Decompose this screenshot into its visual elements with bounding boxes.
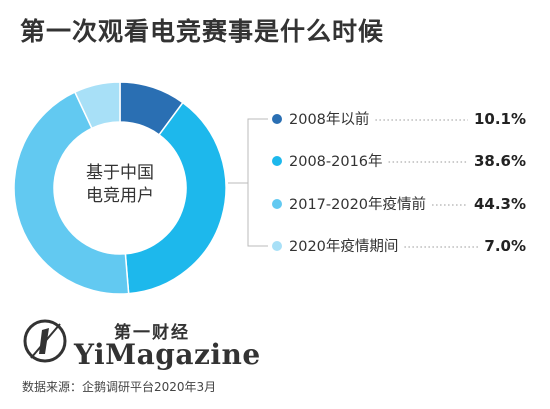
brand-logo: 第一财经 YiMagazine [22,314,282,374]
brand-name-en: YiMagazine [74,338,261,371]
legend-label-1: 2008年以前 [289,111,369,128]
chart-title: 第一次观看电竞赛事是什么时候 [20,17,385,46]
data-source: 数据来源：企鹅调研平台2020年3月 [22,380,217,394]
legend-label-3: 2017-2020年疫情前 [289,196,426,213]
legend-marker-2 [272,156,282,166]
center-label-line-2: 电竞用户 [86,186,154,206]
legend-label-4: 2020年疫情期间 [289,238,398,255]
legend-marker-4 [272,241,282,251]
legend-marker-1 [272,114,282,124]
legend: 2008年以前 10.1% 2008-2016年 38.6% 2017-2020年疫情前… [272,110,526,255]
donut-chart [13,81,227,295]
legend-label-2: 2008-2016年 [289,153,383,170]
donut-slice-2 [124,101,227,295]
brand-name-cn: 第一财经 [114,323,190,343]
legend-value-3: 44.3% [474,195,526,213]
donut-slice-4 [73,81,121,130]
legend-value-1: 10.1% [474,110,526,128]
yimagazine-logo-icon [23,319,67,363]
donut-slice-3 [13,91,130,295]
legend-value-2: 38.6% [474,152,526,170]
legend-bracket [247,118,268,247]
legend-marker-3 [272,199,282,209]
legend-value-4: 7.0% [484,237,526,255]
center-label-line-1: 基于中国 [86,163,154,183]
